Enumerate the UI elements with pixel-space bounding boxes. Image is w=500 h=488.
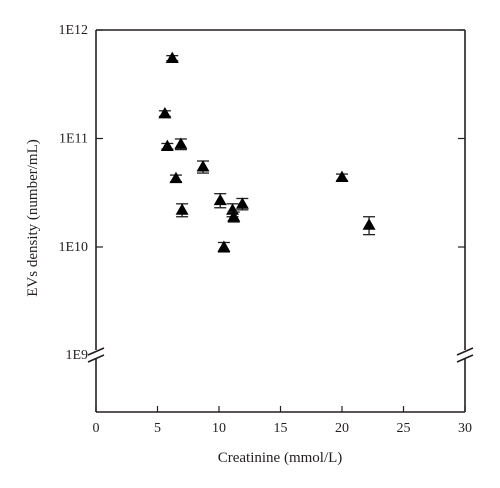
- data-point: [174, 137, 188, 151]
- x-tick-label: 25: [397, 421, 411, 436]
- y-tick-label: 1E12: [58, 23, 88, 38]
- triangle-marker: [158, 106, 172, 119]
- x-tick-label: 0: [93, 421, 100, 436]
- x-tick-label: 20: [335, 421, 349, 436]
- y-tick-label: 1E11: [59, 132, 88, 147]
- data-point: [227, 210, 241, 223]
- y-tick-label: 1E9: [65, 348, 88, 363]
- right-break-mark-1: [456, 347, 474, 356]
- data-point: [165, 51, 179, 64]
- triangle-marker: [335, 170, 349, 183]
- triangle-marker: [160, 139, 174, 152]
- y-axis-title: EVs density (number/mL): [25, 139, 41, 296]
- triangle-marker: [213, 193, 227, 206]
- x-ticks: 0 5 10 15 20 25 30: [93, 406, 472, 436]
- triangle-marker: [227, 210, 241, 222]
- data-point: [362, 216, 376, 236]
- y-axis-break-mark-1: [87, 347, 105, 356]
- data-point: [158, 106, 172, 119]
- triangle-marker: [196, 160, 210, 172]
- x-tick-label: 5: [154, 421, 161, 436]
- x-tick-label: 30: [458, 421, 472, 436]
- data-point: [169, 171, 183, 184]
- data-point: [235, 197, 249, 211]
- triangle-marker: [217, 240, 231, 252]
- triangle-marker: [165, 51, 179, 64]
- y-ticks: 1E9 1E10 1E11 1E12: [58, 23, 465, 363]
- x-tick-label: 15: [274, 421, 288, 436]
- triangle-marker: [174, 137, 188, 149]
- data-point: [160, 139, 174, 152]
- triangle-marker: [235, 197, 249, 209]
- x-tick-label: 10: [212, 421, 226, 436]
- triangle-marker: [169, 171, 183, 184]
- data-point: [175, 203, 189, 218]
- axes: [87, 29, 474, 413]
- data-point: [335, 170, 349, 183]
- triangle-marker: [175, 203, 189, 215]
- data-point: [196, 160, 210, 174]
- triangle-marker: [362, 218, 376, 230]
- y-tick-label: 1E10: [58, 240, 88, 255]
- data-points: [158, 51, 376, 253]
- data-point: [217, 240, 231, 253]
- x-axis-title: Creatinine (mmol/L): [218, 450, 343, 466]
- data-point: [213, 193, 227, 209]
